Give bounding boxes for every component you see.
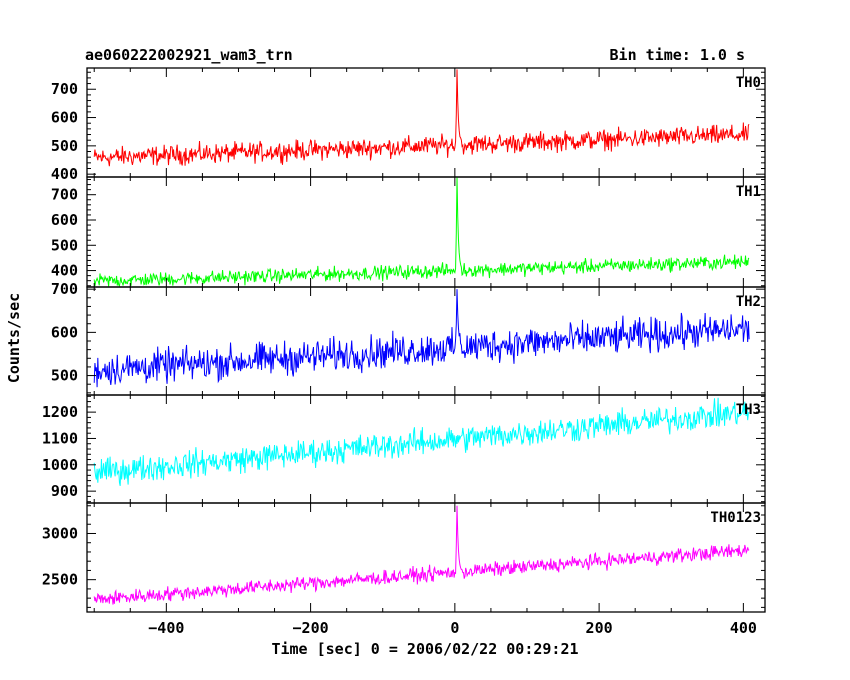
y-tick-label: 500 xyxy=(51,236,78,254)
y-tick-label: 1100 xyxy=(42,429,78,447)
x-axis-tick-labels: −400 −200 0 200 400 xyxy=(148,619,757,637)
y-tick-label: 700 xyxy=(51,186,78,204)
header-right-bin-time: Bin time: 1.0 s xyxy=(610,46,745,64)
y-tick-label: 700 xyxy=(51,80,78,98)
y-tick-label: 1200 xyxy=(42,403,78,421)
x-axis-title: Time [sec] 0 = 2006/02/22 00:29:21 xyxy=(271,640,578,658)
series-line-th3 xyxy=(93,397,750,486)
series-line-th0 xyxy=(93,69,750,167)
panel-frame xyxy=(86,394,766,504)
series-line-th0123 xyxy=(93,505,750,605)
panel-label-th0: TH0 xyxy=(736,75,761,91)
y-axis-title: Counts/sec xyxy=(5,293,23,383)
x-tick-label: 400 xyxy=(730,619,757,637)
x-tick-label: 0 xyxy=(450,619,459,637)
header-left-title: ae060222002921_wam3_trn xyxy=(85,46,293,64)
series-line-th1 xyxy=(93,177,750,287)
y-tick-label: 2500 xyxy=(42,571,78,589)
panel-label-th3: TH3 xyxy=(736,402,761,418)
y-tick-label: 600 xyxy=(51,109,78,127)
y-tick-label: 1000 xyxy=(42,456,78,474)
x-tick-label: −400 xyxy=(148,619,184,637)
panel-th2: 500 600 700 TH2 xyxy=(51,280,766,396)
panel-frame xyxy=(86,286,766,396)
panels-group: 400 500 600 700 TH0 400 500 600 700 TH1 500 600 700 T… xyxy=(42,67,766,613)
x-tick-label: −200 xyxy=(293,619,329,637)
y-tick-label: 600 xyxy=(51,323,78,341)
panel-th0123: 2500 3000 TH0123 xyxy=(42,502,766,613)
y-tick-label: 400 xyxy=(51,165,78,183)
panel-label-th2: TH2 xyxy=(736,294,761,310)
y-tick-label: 3000 xyxy=(42,524,78,542)
series-line-th2 xyxy=(93,289,750,388)
y-tick-label: 500 xyxy=(51,367,78,385)
y-tick-label: 400 xyxy=(51,262,78,280)
y-tick-label: 700 xyxy=(51,280,78,298)
y-tick-label: 500 xyxy=(51,137,78,155)
panel-label-th0123: TH0123 xyxy=(710,510,761,526)
panel-th0: 400 500 600 700 TH0 xyxy=(51,67,766,183)
y-tick-label: 600 xyxy=(51,211,78,229)
panel-th3: 900 1000 1100 1200 TH3 xyxy=(42,394,766,504)
y-tick-label: 900 xyxy=(51,482,78,500)
panel-label-th1: TH1 xyxy=(736,184,761,200)
x-tick-label: 200 xyxy=(586,619,613,637)
panel-frame xyxy=(86,502,766,613)
panel-th1: 400 500 600 700 TH1 xyxy=(51,176,766,288)
